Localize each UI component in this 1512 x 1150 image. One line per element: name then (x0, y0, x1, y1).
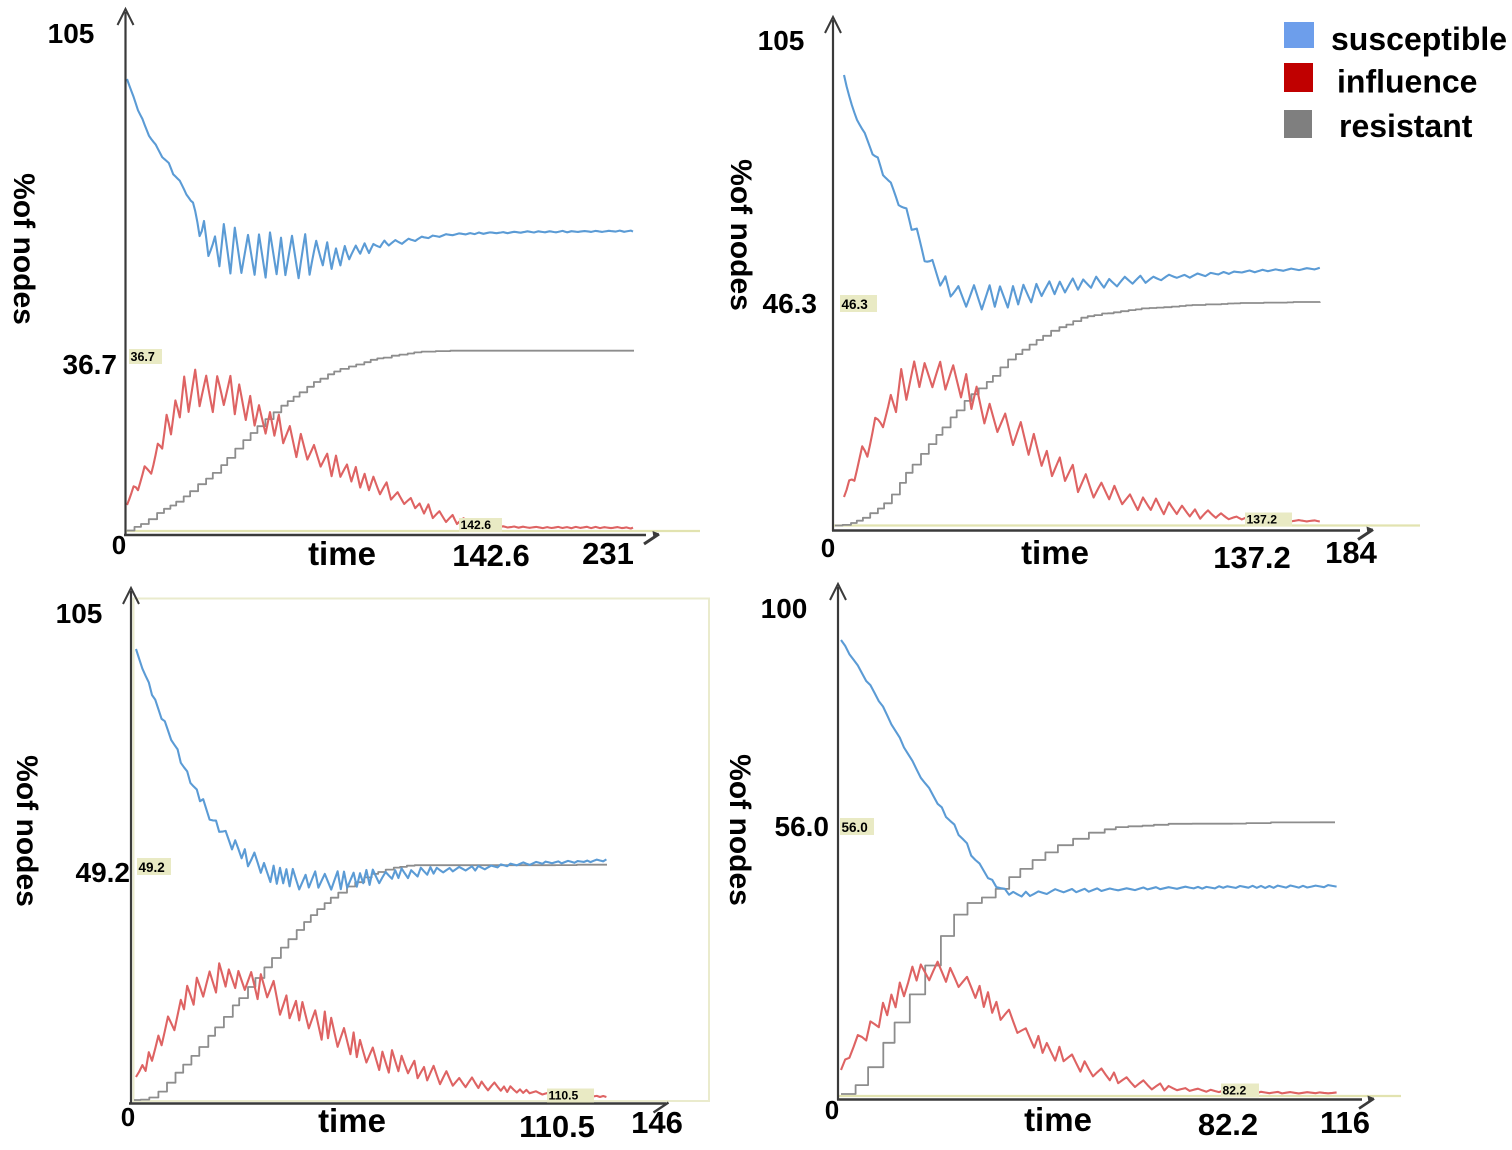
svg-text:231: 231 (582, 536, 634, 571)
svg-text:116: 116 (1320, 1105, 1370, 1140)
svg-text:105: 105 (56, 598, 103, 629)
svg-text:time: time (1021, 534, 1089, 571)
svg-text:105: 105 (48, 18, 95, 49)
svg-text:49.2: 49.2 (139, 860, 165, 875)
svg-text:137.2: 137.2 (1247, 513, 1278, 527)
svg-text:0: 0 (112, 530, 126, 560)
svg-text:time: time (318, 1102, 386, 1139)
svg-text:110.5: 110.5 (549, 1089, 579, 1103)
svg-text:82.2: 82.2 (1198, 1107, 1258, 1142)
svg-text:56.0: 56.0 (842, 820, 868, 835)
svg-text:%of nodes: %of nodes (724, 159, 757, 311)
svg-text:56.0: 56.0 (775, 811, 830, 842)
svg-text:0: 0 (821, 533, 835, 563)
svg-text:0: 0 (121, 1102, 135, 1132)
svg-text:46.3: 46.3 (842, 297, 869, 312)
svg-text:184: 184 (1325, 535, 1377, 570)
svg-text:46.3: 46.3 (763, 288, 818, 319)
svg-text:time: time (1024, 1101, 1092, 1138)
svg-text:105: 105 (758, 25, 805, 56)
svg-text:time: time (308, 535, 376, 572)
svg-text:%of nodes: %of nodes (7, 173, 40, 325)
svg-text:142.6: 142.6 (452, 538, 530, 573)
svg-text:146: 146 (631, 1105, 683, 1140)
svg-text:110.5: 110.5 (519, 1109, 595, 1144)
svg-text:142.6: 142.6 (461, 518, 492, 532)
svg-text:%of nodes: %of nodes (10, 755, 43, 907)
svg-text:resistant: resistant (1339, 108, 1473, 144)
svg-text:0: 0 (825, 1095, 839, 1125)
svg-text:susceptible: susceptible (1331, 21, 1507, 57)
svg-text:%of nodes: %of nodes (723, 754, 756, 906)
svg-text:36.7: 36.7 (63, 349, 118, 380)
svg-text:137.2: 137.2 (1213, 540, 1291, 575)
svg-text:82.2: 82.2 (1223, 1084, 1247, 1098)
svg-text:36.7: 36.7 (131, 350, 155, 364)
svg-text:influence: influence (1337, 64, 1477, 100)
svg-text:100: 100 (761, 593, 808, 624)
svg-text:49.2: 49.2 (76, 857, 131, 888)
